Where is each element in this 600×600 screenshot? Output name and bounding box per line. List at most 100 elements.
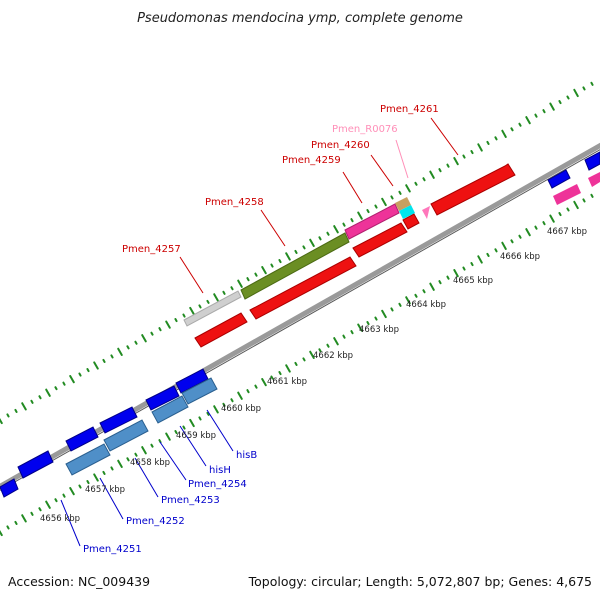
scale-tick [206, 411, 210, 416]
scale-tick [261, 266, 267, 275]
gene-pmen-4260[interactable] [395, 197, 411, 211]
scale-tick [494, 136, 498, 141]
scale-tick [206, 299, 210, 304]
scale-tick [117, 347, 123, 356]
scale-tick [189, 418, 195, 428]
label-pmen-4258[interactable]: Pmen_4258 [205, 197, 264, 208]
gene-pmen-4257[interactable] [183, 290, 242, 327]
scale-tick [350, 330, 354, 335]
scale-tick [486, 252, 490, 257]
scale-tick [261, 378, 267, 387]
scale-tick [414, 293, 418, 298]
scale-tick [285, 364, 291, 373]
gene-pmen-4258[interactable] [240, 232, 350, 300]
gene-blue-1[interactable] [0, 478, 19, 498]
top-label-leaders [179, 117, 459, 294]
scale-tick [573, 200, 579, 210]
label-pmen-4252[interactable]: Pmen_4252 [126, 516, 185, 527]
scale-tick [93, 361, 99, 370]
gene-steelblue-2[interactable] [103, 419, 149, 452]
gene-right-blue-2[interactable] [584, 151, 600, 171]
label-pmen-4261[interactable]: Pmen_4261 [380, 104, 439, 115]
label-pmen-r0076[interactable]: Pmen_R0076 [332, 124, 398, 135]
label-hish[interactable]: hisH [209, 465, 231, 476]
label-pmen-4253[interactable]: Pmen_4253 [161, 495, 220, 506]
scale-tick [14, 408, 18, 413]
gene-red-inner-2[interactable] [249, 256, 357, 320]
gene-red-inner-3[interactable] [352, 222, 408, 258]
scale-tick [86, 480, 90, 485]
gene-right-blue-1[interactable] [547, 169, 571, 189]
gene-blue-4[interactable] [99, 406, 138, 434]
label-pmen-4251[interactable]: Pmen_4251 [83, 544, 142, 555]
scale-tick [510, 239, 514, 244]
gene-steelblue-3[interactable] [151, 395, 189, 424]
scale-tick [110, 354, 114, 359]
scale-tick [582, 198, 586, 203]
scale-tick [222, 402, 226, 407]
kbp-label: 4662 kbp [313, 351, 353, 361]
scale-tick [453, 269, 459, 278]
kbp-label: 4656 kbp [40, 514, 80, 524]
gene-blue-3[interactable] [65, 426, 99, 452]
gene-blue-2[interactable] [17, 450, 54, 479]
bottom-labels: Pmen_4251 Pmen_4252 Pmen_4253 Pmen_4254 … [83, 450, 257, 555]
label-pmen-4260[interactable]: Pmen_4260 [311, 140, 370, 151]
gene-red-inner-1[interactable] [194, 312, 248, 348]
scale-tick [302, 245, 306, 250]
kbp-label: 4665 kbp [453, 276, 493, 286]
scale-tick [590, 81, 594, 86]
gene-red-inner-4[interactable] [402, 213, 420, 230]
scale-tick [381, 197, 387, 207]
scale-tick [0, 418, 3, 425]
gene-pmen-4259[interactable] [344, 203, 400, 240]
gene-steelblue-1[interactable] [65, 443, 111, 476]
label-hisb[interactable]: hisB [236, 450, 257, 461]
scale-tick [254, 384, 258, 389]
scale-tick [318, 348, 322, 353]
scale-tick [542, 221, 546, 226]
scale-tick [374, 316, 378, 321]
bottom-label-leaders [60, 409, 234, 547]
scale-tick [438, 168, 442, 173]
scale-tick [198, 416, 202, 421]
scale-tick [590, 193, 594, 198]
scale-tick [366, 321, 370, 326]
scale-tick [182, 425, 186, 430]
scale-tick [93, 473, 99, 482]
scale-tick [558, 212, 562, 217]
scale-tick [213, 293, 219, 302]
gene-cyan-small[interactable] [399, 205, 415, 219]
scale-tick [102, 470, 106, 475]
scale-tick [54, 498, 58, 503]
scale-tick [398, 190, 402, 195]
scale-tick [326, 343, 330, 348]
kbp-label: 4659 kbp [176, 431, 216, 441]
scale-tick [333, 337, 339, 346]
scale-tick [566, 207, 570, 212]
scale-tick [405, 296, 411, 305]
gene-blue-5[interactable] [145, 385, 180, 411]
tick-rows [0, 81, 594, 537]
gene-pmen-r0076[interactable] [422, 206, 430, 219]
scale-tick [470, 262, 474, 267]
label-pmen-4257[interactable]: Pmen_4257 [122, 244, 181, 255]
label-pmen-4259[interactable]: Pmen_4259 [282, 155, 341, 166]
gene-steelblue-4[interactable] [181, 377, 218, 405]
gene-pmen-4261[interactable] [430, 163, 516, 216]
label-pmen-4254[interactable]: Pmen_4254 [188, 479, 247, 490]
scale-tick [246, 389, 250, 394]
scale-tick [126, 345, 130, 350]
scale-tick [38, 395, 42, 400]
scale-tick [62, 493, 66, 498]
scale-tick [534, 225, 538, 230]
scale-tick [270, 263, 274, 268]
topology-text: Topology: circular; Length: 5,072,807 bp… [248, 574, 592, 589]
scale-tick [21, 514, 27, 523]
scale-tick [117, 459, 123, 468]
kbp-label: 4658 kbp [130, 458, 170, 468]
gene-right-pink-1[interactable] [553, 184, 581, 205]
scale-tick [134, 452, 138, 457]
gene-right-pink-2[interactable] [588, 172, 600, 187]
scale-tick [278, 371, 282, 376]
